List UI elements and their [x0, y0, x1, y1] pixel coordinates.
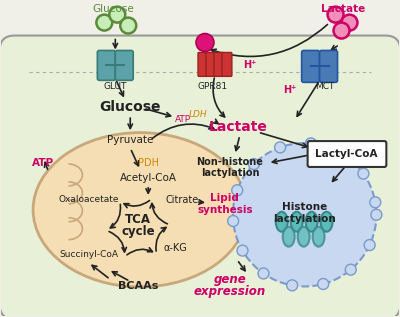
- Circle shape: [328, 7, 344, 23]
- Text: Oxaloacetate: Oxaloacetate: [58, 195, 119, 204]
- Circle shape: [342, 15, 358, 30]
- Circle shape: [196, 34, 214, 51]
- Circle shape: [109, 7, 125, 23]
- Text: Citrate: Citrate: [166, 195, 199, 205]
- Text: Succinyl-CoA: Succinyl-CoA: [59, 250, 118, 259]
- Text: gene: gene: [214, 273, 246, 286]
- Text: Glucose: Glucose: [92, 4, 134, 14]
- Text: BCAAs: BCAAs: [118, 281, 158, 291]
- Circle shape: [228, 216, 239, 226]
- Circle shape: [275, 142, 286, 153]
- Circle shape: [364, 240, 375, 250]
- FancyBboxPatch shape: [320, 50, 338, 82]
- Text: Non-histone: Non-histone: [196, 157, 263, 167]
- FancyBboxPatch shape: [308, 141, 386, 167]
- Circle shape: [237, 245, 248, 256]
- Text: ATP: ATP: [175, 115, 191, 124]
- Circle shape: [335, 147, 346, 158]
- Circle shape: [96, 15, 112, 30]
- FancyBboxPatch shape: [198, 53, 208, 76]
- Ellipse shape: [306, 212, 318, 232]
- Text: TCA: TCA: [125, 213, 151, 226]
- Circle shape: [287, 280, 298, 291]
- Circle shape: [358, 168, 369, 179]
- Text: α-KG: α-KG: [163, 243, 187, 253]
- Text: Acetyl-CoA: Acetyl-CoA: [120, 173, 177, 183]
- Text: MCT: MCT: [315, 82, 334, 91]
- Text: Lipid: Lipid: [210, 193, 239, 203]
- Text: Pyruvate: Pyruvate: [107, 135, 154, 145]
- Text: lactylation: lactylation: [201, 168, 259, 178]
- Text: ATP: ATP: [32, 158, 54, 168]
- Text: H⁺: H⁺: [243, 61, 256, 70]
- Text: lactylation: lactylation: [273, 214, 336, 224]
- Circle shape: [233, 143, 376, 287]
- Text: synthesis: synthesis: [197, 205, 253, 215]
- Ellipse shape: [313, 227, 324, 247]
- Ellipse shape: [33, 133, 247, 287]
- FancyBboxPatch shape: [0, 36, 400, 317]
- FancyBboxPatch shape: [206, 53, 216, 76]
- Ellipse shape: [283, 227, 295, 247]
- FancyBboxPatch shape: [302, 50, 320, 82]
- FancyBboxPatch shape: [115, 50, 133, 80]
- Text: cycle: cycle: [122, 225, 155, 238]
- Circle shape: [232, 185, 243, 196]
- Text: Lactate: Lactate: [208, 120, 267, 134]
- Circle shape: [318, 279, 329, 289]
- Ellipse shape: [298, 227, 310, 247]
- Text: expression: expression: [194, 285, 266, 298]
- Text: H⁺: H⁺: [283, 85, 296, 95]
- FancyBboxPatch shape: [97, 50, 115, 80]
- Circle shape: [120, 18, 136, 34]
- Text: Glucose: Glucose: [100, 100, 161, 114]
- Circle shape: [248, 158, 259, 170]
- Ellipse shape: [276, 212, 288, 232]
- Text: GPR81: GPR81: [198, 82, 228, 91]
- FancyBboxPatch shape: [214, 53, 224, 76]
- Circle shape: [258, 268, 269, 279]
- Circle shape: [334, 23, 350, 39]
- Ellipse shape: [320, 212, 332, 232]
- Circle shape: [345, 264, 356, 275]
- Text: Lactate: Lactate: [321, 4, 366, 14]
- Circle shape: [371, 209, 382, 220]
- Text: Histone: Histone: [282, 202, 327, 212]
- Text: LDH: LDH: [189, 110, 207, 119]
- Text: PDH: PDH: [138, 158, 159, 168]
- Ellipse shape: [291, 212, 303, 232]
- FancyBboxPatch shape: [222, 53, 232, 76]
- Text: Lactyl-CoA: Lactyl-CoA: [315, 149, 378, 159]
- Circle shape: [306, 138, 316, 149]
- Text: GLUT: GLUT: [104, 82, 127, 91]
- Circle shape: [370, 197, 381, 208]
